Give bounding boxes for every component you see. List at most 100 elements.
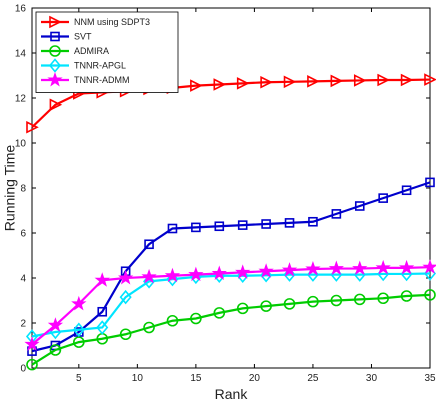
data-point-marker [375, 259, 391, 275]
data-point-marker [164, 267, 181, 283]
legend-entry: NNM using SDPT3 [41, 15, 150, 29]
legend-marker [49, 45, 61, 57]
legend-label: SVT [74, 32, 92, 42]
data-point-marker [331, 209, 342, 219]
data-point-marker [73, 336, 85, 348]
data-point-marker [258, 263, 274, 278]
x-tick-label: 10 [132, 373, 144, 384]
data-point-marker [307, 295, 319, 308]
data-point-marker [398, 259, 415, 275]
data-point-marker [378, 193, 388, 203]
data-point-marker [166, 314, 179, 327]
series-tnnr-admm [24, 259, 436, 351]
data-point-marker [143, 321, 155, 334]
legend-marker [50, 31, 60, 42]
data-point-marker [284, 218, 295, 228]
data-point-marker [211, 265, 227, 280]
series-line [31, 266, 431, 346]
data-point-marker [353, 74, 367, 87]
series-layer [24, 73, 436, 371]
data-point-marker [190, 312, 202, 325]
data-point-marker [26, 358, 38, 371]
x-tick-label: 25 [307, 373, 319, 384]
data-point-marker [71, 295, 87, 311]
data-point-marker [49, 98, 63, 112]
y-tick-label: 12 [15, 94, 27, 105]
series-svt [27, 177, 435, 356]
data-point-marker [425, 177, 435, 188]
legend-label: NNM using SDPT3 [74, 17, 150, 27]
data-point-marker [214, 221, 225, 232]
data-point-marker [144, 239, 154, 250]
data-point-marker [141, 268, 157, 284]
data-point-marker [283, 298, 296, 310]
data-point-marker [400, 73, 414, 87]
data-point-marker [49, 344, 62, 356]
data-point-marker [424, 289, 436, 301]
legend-entry: ADMIRA [41, 45, 109, 57]
data-point-marker [118, 269, 134, 285]
legend-marker [47, 71, 63, 87]
data-point-marker [236, 302, 249, 315]
y-tick-label: 14 [15, 49, 27, 60]
data-point-marker [94, 272, 110, 287]
legend-entry: SVT [41, 31, 92, 42]
x-axis-label: Rank [215, 386, 249, 402]
data-point-marker [260, 75, 273, 89]
data-point-marker [308, 216, 318, 227]
x-tick-label: 30 [366, 373, 378, 384]
y-axis-label: Running Time [2, 145, 18, 232]
data-point-marker [213, 307, 226, 319]
legend-marker [48, 58, 62, 73]
y-axis-ticks: 0 2 4 6 8 10 12 14 16 [15, 4, 430, 375]
data-point-marker [377, 292, 389, 305]
data-point-marker [24, 336, 40, 351]
data-point-marker [166, 271, 179, 287]
data-point-marker [167, 223, 178, 234]
data-point-marker [26, 120, 39, 134]
x-tick-label: 5 [76, 373, 82, 384]
data-point-marker [236, 77, 250, 90]
series-admira [26, 289, 436, 371]
data-point-marker [353, 293, 366, 306]
data-point-marker [191, 222, 201, 233]
data-point-marker [261, 219, 271, 229]
legend-label: TNNR-ADMM [74, 75, 130, 85]
x-tick-label: 20 [249, 373, 261, 384]
legend: NNM using SDPT3 SVT ADMIRA TNNR-APGL TNNR-AD… [35, 11, 179, 93]
data-point-marker [72, 322, 85, 337]
data-point-marker [119, 289, 132, 305]
data-point-marker [283, 75, 297, 89]
data-point-marker [188, 266, 204, 282]
data-point-marker [97, 306, 108, 317]
data-point-marker [213, 78, 227, 91]
data-point-marker [330, 294, 343, 307]
y-tick-label: 10 [15, 139, 27, 150]
legend-marker [49, 15, 62, 29]
data-point-marker [235, 264, 251, 279]
y-tick-label: 4 [20, 274, 26, 285]
data-point-marker [237, 220, 248, 230]
data-point-marker [119, 328, 132, 341]
x-axis-ticks: 5 10 15 20 25 30 35 [76, 8, 436, 384]
data-point-marker [400, 290, 413, 302]
x-tick-label: 15 [190, 373, 202, 384]
data-point-marker [401, 185, 412, 196]
data-point-marker [190, 79, 203, 92]
y-tick-label: 0 [20, 364, 26, 375]
y-tick-label: 6 [20, 229, 26, 240]
series-line [31, 272, 431, 338]
series-line [31, 181, 431, 353]
legend-label: ADMIRA [74, 46, 109, 56]
legend-label: TNNR-APGL [74, 61, 126, 71]
data-point-marker [236, 268, 249, 283]
data-point-marker [328, 260, 344, 276]
x-tick-label: 35 [424, 373, 436, 384]
data-point-marker [352, 260, 368, 276]
data-point-marker [281, 262, 298, 277]
data-point-marker [377, 73, 390, 87]
data-point-marker [424, 73, 436, 86]
y-tick-label: 16 [15, 4, 27, 15]
data-point-marker [354, 201, 365, 211]
data-point-marker [330, 74, 344, 88]
